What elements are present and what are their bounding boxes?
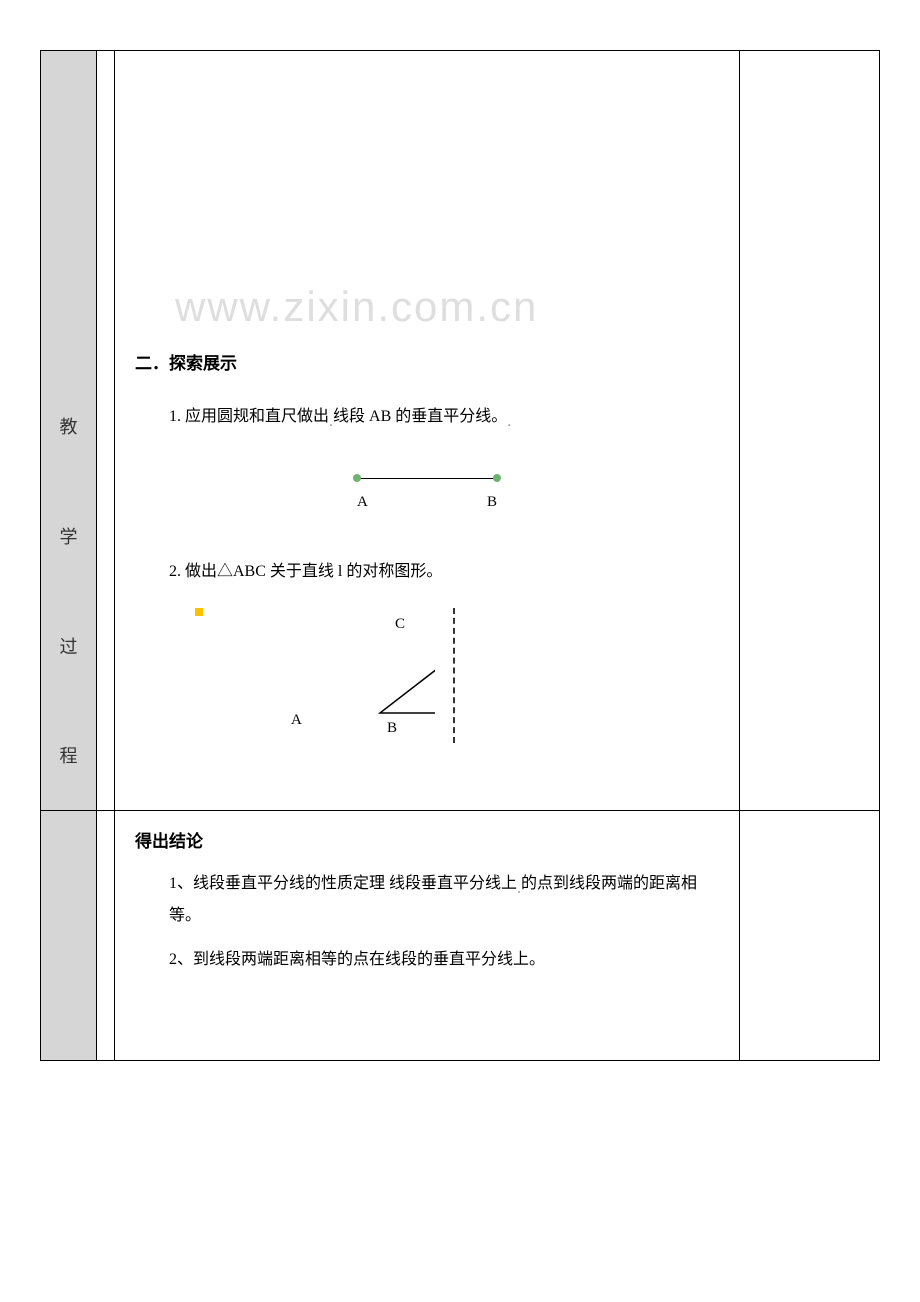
conclusion-p2: 2、到线段两端距离相等的点在线段的垂直平分线上。 bbox=[169, 944, 719, 976]
label-a: A bbox=[357, 494, 368, 511]
right-empty-bottom bbox=[740, 811, 880, 1061]
tri-label-a: A bbox=[291, 712, 302, 729]
vert-label-4: 程 bbox=[41, 701, 97, 811]
item1-part2: 线段 AB 的垂直平分线。 bbox=[333, 408, 507, 425]
tri-label-b: B bbox=[387, 720, 397, 737]
item1-part1: 1. 应用圆规和直尺做出 bbox=[169, 408, 329, 425]
dotted-marker-1: . bbox=[329, 413, 333, 430]
right-empty-top bbox=[740, 51, 880, 811]
conclusion-title: 得出结论 bbox=[135, 827, 719, 852]
vert-label-2: 学 bbox=[41, 481, 97, 591]
triangle-diagram: A B C bbox=[195, 608, 575, 748]
mirror-line-l bbox=[453, 608, 455, 743]
point-b bbox=[493, 474, 501, 482]
conc-p1-a: 1、线段垂直平分线的性质定理 线段垂直平分线上 bbox=[169, 875, 517, 892]
triangle-shape bbox=[380, 628, 435, 713]
main-content-row1: www.zixin.com.cn 二．探索展示 1. 应用圆规和直尺做出.线段 … bbox=[115, 51, 740, 811]
vert-label-1: 教 bbox=[41, 371, 97, 481]
item2-text: 2. 做出△ABC 关于直线 l 的对称图形。 bbox=[169, 559, 719, 585]
narrow-spacer-top bbox=[97, 51, 115, 811]
conclusion-p1: 1、线段垂直平分线的性质定理 线段垂直平分线上.的点到线段两端的距离相等。 bbox=[169, 868, 719, 932]
dotted-marker-2: . bbox=[507, 413, 511, 430]
tri-label-c: C bbox=[395, 616, 405, 633]
conclusion-cell: 得出结论 1、线段垂直平分线的性质定理 线段垂直平分线上.的点到线段两端的距离相… bbox=[115, 811, 740, 1061]
sidebar-bottom-empty bbox=[41, 811, 97, 1061]
vert-label-3: 过 bbox=[41, 591, 97, 701]
layout-table: www.zixin.com.cn 二．探索展示 1. 应用圆规和直尺做出.线段 … bbox=[40, 50, 880, 1061]
segment-diagram: A B bbox=[135, 454, 719, 529]
yellow-marker bbox=[195, 608, 203, 616]
section2-title: 二．探索展示 bbox=[135, 349, 719, 374]
item1-text: 1. 应用圆规和直尺做出.线段 AB 的垂直平分线。. bbox=[169, 404, 719, 430]
sidebar-top-empty bbox=[41, 51, 97, 371]
page-container: www.zixin.com.cn 二．探索展示 1. 应用圆规和直尺做出.线段 … bbox=[0, 0, 920, 1101]
point-a bbox=[353, 474, 361, 482]
label-b: B bbox=[487, 494, 497, 511]
dotted-marker-3: . bbox=[517, 880, 521, 897]
segment-line bbox=[355, 478, 495, 479]
narrow-spacer-bottom bbox=[97, 811, 115, 1061]
